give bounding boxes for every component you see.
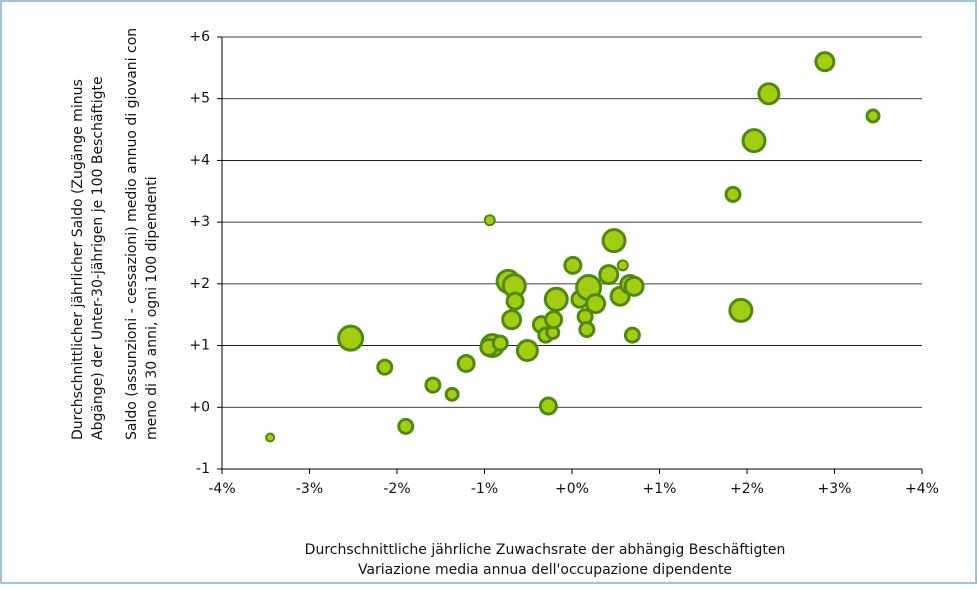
- x-tick-label: -4%: [208, 481, 235, 497]
- x-tick-label: +3%: [818, 481, 852, 497]
- y-tick-label: -1: [196, 461, 210, 477]
- bubble: [544, 310, 564, 330]
- bubble: [578, 321, 596, 339]
- x-tick-label: +2%: [730, 481, 764, 497]
- x-tick-label: +1%: [643, 481, 677, 497]
- bubble: [376, 358, 394, 376]
- bubble: [623, 275, 645, 297]
- bubble: [616, 259, 629, 272]
- bubble: [515, 339, 539, 363]
- bubble: [337, 324, 365, 352]
- y-tick-label: +5: [189, 91, 210, 107]
- bubble: [814, 51, 836, 73]
- bubble: [397, 417, 415, 435]
- bubble: [601, 228, 627, 254]
- bubble: [491, 334, 509, 352]
- y-axis-title: Saldo (assunzioni - cessazioni) medio an…: [124, 28, 140, 440]
- y-axis-title: Durchschnittlicher jährlicher Saldo (Zug…: [70, 79, 86, 440]
- x-axis-title: Durchschnittliche jährliche Zuwachsrate …: [305, 542, 786, 558]
- y-tick-label: +1: [189, 338, 210, 354]
- x-tick-label: +0%: [555, 481, 589, 497]
- x-tick-label: -2%: [383, 481, 410, 497]
- bubble: [483, 214, 496, 227]
- bubble: [741, 128, 767, 154]
- bubble: [501, 309, 523, 331]
- y-tick-label: +6: [189, 29, 210, 45]
- y-tick-label: +0: [189, 399, 210, 415]
- bubble: [538, 396, 558, 416]
- y-tick-label: +4: [189, 152, 210, 168]
- bubble: [563, 255, 583, 275]
- bubble: [543, 286, 569, 312]
- y-tick-label: +2: [189, 276, 210, 292]
- x-axis-title: Variazione media annua dell'occupazione …: [358, 562, 732, 578]
- bubble: [265, 432, 276, 443]
- bubble: [456, 353, 476, 373]
- bubble: [728, 297, 754, 323]
- bubble: [505, 291, 525, 311]
- x-tick-label: -1%: [471, 481, 498, 497]
- y-axis-title: meno di 30 anni, ogni 100 dipendenti: [144, 177, 160, 440]
- bubble: [724, 185, 742, 203]
- y-axis-title: Abgänge) der Unter-30-jährigen je 100 Be…: [90, 76, 106, 440]
- x-tick-label: -3%: [296, 481, 323, 497]
- y-tick-label: +3: [189, 214, 210, 230]
- bubble: [623, 326, 641, 344]
- x-tick-label: +4%: [905, 481, 939, 497]
- bubble: [444, 386, 460, 402]
- bubble: [757, 82, 781, 106]
- bubble: [598, 264, 620, 286]
- bubble: [585, 293, 607, 315]
- bubble: [424, 376, 442, 394]
- bubble: [865, 108, 881, 124]
